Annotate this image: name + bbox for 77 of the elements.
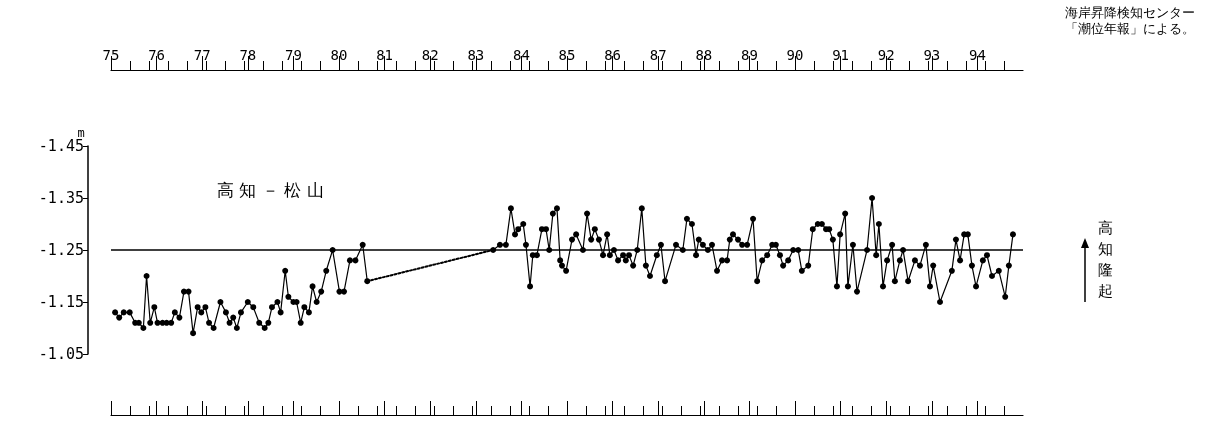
point bbox=[206, 319, 213, 326]
x-tick-label: 90 bbox=[786, 47, 804, 63]
point bbox=[237, 309, 244, 316]
point bbox=[116, 314, 123, 321]
point bbox=[297, 319, 304, 326]
y-tick-label: -1.35 bbox=[38, 189, 84, 207]
point bbox=[250, 304, 257, 311]
text: 海岸昇降検知センター bbox=[1065, 5, 1195, 20]
x-tick-label: 79 bbox=[284, 47, 302, 63]
x-tick-label: 94 bbox=[968, 47, 986, 63]
point bbox=[364, 278, 371, 285]
x-tick-label: 82 bbox=[421, 47, 439, 63]
x-tick-label: 83 bbox=[467, 47, 485, 63]
point bbox=[112, 309, 119, 316]
x-tick-label: 93 bbox=[923, 47, 941, 63]
point bbox=[277, 309, 284, 316]
point bbox=[154, 319, 161, 326]
x-tick-label: 85 bbox=[558, 47, 576, 63]
point bbox=[274, 299, 281, 305]
point bbox=[301, 304, 308, 311]
y-tick-label: -1.45 bbox=[38, 137, 84, 155]
point bbox=[359, 241, 366, 248]
text: 高 知 － 松 山 bbox=[217, 179, 324, 200]
x-tick-label: 86 bbox=[604, 47, 622, 63]
point bbox=[198, 309, 205, 316]
x-tick-label: 81 bbox=[376, 47, 394, 63]
point bbox=[285, 293, 292, 300]
point bbox=[126, 309, 133, 316]
point bbox=[176, 314, 183, 321]
point bbox=[256, 319, 263, 326]
point bbox=[261, 325, 268, 331]
point bbox=[230, 314, 237, 321]
point bbox=[346, 257, 353, 264]
point bbox=[305, 309, 312, 316]
point bbox=[171, 309, 178, 316]
point bbox=[194, 304, 201, 311]
point bbox=[309, 283, 316, 290]
point bbox=[268, 304, 275, 311]
point bbox=[222, 309, 229, 316]
point bbox=[226, 319, 233, 326]
point bbox=[323, 267, 330, 274]
point bbox=[244, 299, 251, 305]
y-tick-label: -1.05 bbox=[38, 345, 84, 363]
y-tick-label: -1.15 bbox=[38, 293, 84, 311]
x-tick-label: 92 bbox=[877, 47, 895, 63]
point bbox=[190, 330, 197, 337]
x-tick-label: 76 bbox=[148, 47, 166, 63]
point bbox=[318, 288, 325, 295]
x-tick-label: 88 bbox=[695, 47, 713, 63]
y-tick-label: -1.25 bbox=[38, 241, 84, 259]
point bbox=[341, 288, 348, 295]
point bbox=[352, 257, 359, 264]
point bbox=[147, 319, 154, 326]
point bbox=[233, 325, 240, 331]
point bbox=[282, 267, 289, 274]
point bbox=[210, 325, 217, 331]
point bbox=[143, 273, 150, 279]
point bbox=[140, 325, 147, 331]
text: 「潮位年報」による。 bbox=[1065, 21, 1195, 36]
point bbox=[120, 309, 127, 316]
point bbox=[151, 304, 158, 311]
x-tick-label: 77 bbox=[193, 47, 211, 63]
point bbox=[168, 319, 175, 326]
point bbox=[313, 299, 320, 305]
point bbox=[202, 304, 209, 311]
x-tick-label: 84 bbox=[512, 47, 530, 63]
point bbox=[217, 299, 224, 305]
x-tick-label: 80 bbox=[330, 47, 348, 63]
y-axis-title: m bbox=[77, 125, 85, 140]
x-tick-label: 89 bbox=[740, 47, 758, 63]
point bbox=[185, 288, 192, 295]
x-tick-label: 75 bbox=[102, 47, 120, 63]
x-tick-label: 87 bbox=[649, 47, 667, 63]
x-tick-label: 91 bbox=[832, 47, 850, 63]
text: 高知隆起 bbox=[1098, 218, 1114, 302]
point bbox=[265, 319, 272, 326]
x-tick-label: 78 bbox=[239, 47, 257, 63]
